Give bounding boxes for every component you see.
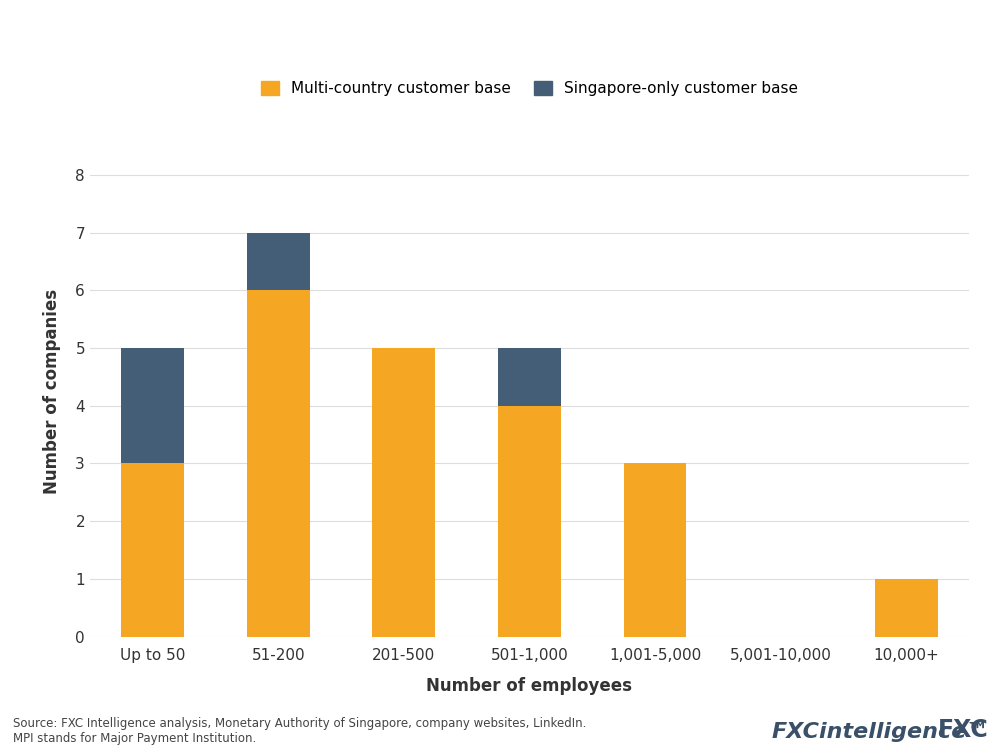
Y-axis label: Number of companies: Number of companies bbox=[43, 289, 61, 494]
Bar bbox=[499, 348, 560, 406]
Text: FXC: FXC bbox=[938, 718, 989, 742]
X-axis label: Number of employees: Number of employees bbox=[427, 676, 632, 694]
Legend: Multi-country customer base, Singapore-only customer base: Multi-country customer base, Singapore-o… bbox=[255, 75, 804, 103]
Bar bbox=[623, 464, 686, 637]
Bar bbox=[247, 233, 310, 291]
Bar bbox=[121, 348, 184, 464]
Bar bbox=[121, 464, 184, 637]
Bar bbox=[247, 291, 310, 637]
Bar bbox=[875, 579, 938, 637]
Text: B2B2X-focused Singapore MPI licensees by size: B2B2X-focused Singapore MPI licensees by… bbox=[13, 28, 829, 56]
Bar bbox=[499, 406, 560, 637]
Text: Among companies with multi-country and Singapore-only customer bases: Among companies with multi-country and S… bbox=[13, 92, 786, 112]
Text: FXCintelligence™: FXCintelligence™ bbox=[771, 721, 989, 742]
Text: Source: FXC Intelligence analysis, Monetary Authority of Singapore, company webs: Source: FXC Intelligence analysis, Monet… bbox=[13, 718, 586, 745]
Bar bbox=[373, 348, 436, 637]
